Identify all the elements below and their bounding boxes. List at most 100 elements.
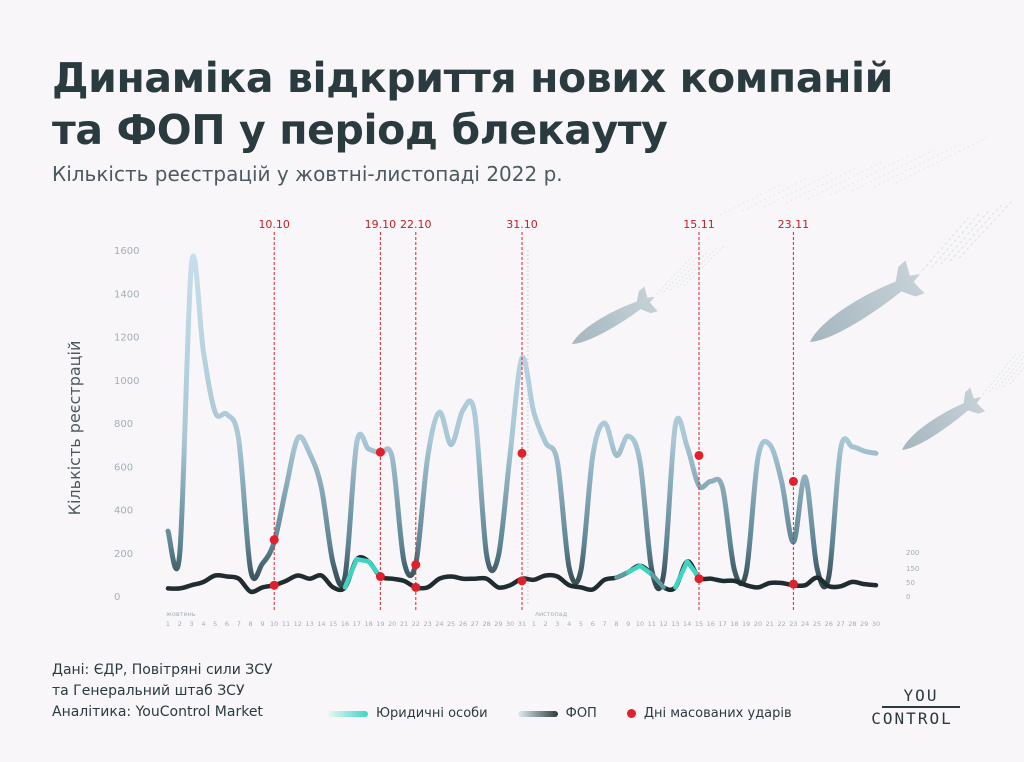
rocket-trail <box>949 205 1002 262</box>
rocket-trail <box>851 148 937 192</box>
source-line-2: та Генеральний штаб ЗСУ <box>52 683 245 699</box>
x-tick-label: 13 <box>305 620 313 628</box>
strike-point-fop <box>788 476 798 486</box>
legend-item-legal: Юридичні особи <box>328 706 488 721</box>
x-tick-label: 27 <box>836 620 844 628</box>
rocket-icon <box>810 200 1013 342</box>
x-tick-label: 25 <box>813 620 821 628</box>
month-label-november: листопад <box>535 610 568 618</box>
rocket-trail <box>995 347 1024 390</box>
y-tick-label: 1600 <box>114 246 139 257</box>
page-subtitle: Кількість реєстрацій у жовтні-листопаді … <box>52 162 563 186</box>
rocket-trail <box>807 160 885 200</box>
rocket-trail <box>656 256 693 295</box>
strike-date-label: 31.10 <box>506 218 538 231</box>
strike-date-label: 22.10 <box>400 218 432 231</box>
x-tick-label: 7 <box>603 620 607 628</box>
x-tick-label: 22 <box>412 620 420 628</box>
x-tick-label: 5 <box>579 620 583 628</box>
rocket-trail <box>663 253 701 293</box>
strike-point-legal <box>375 572 385 582</box>
x-tick-label: 28 <box>482 620 490 628</box>
y2-tick-label: 0 <box>906 593 910 601</box>
legend-item-strikes: Дні масованих ударів <box>626 706 792 721</box>
legend-label-fop: ФОП <box>565 706 597 721</box>
rocket-trail <box>873 142 963 188</box>
y2-tick-label: 50 <box>906 579 915 587</box>
x-tick-label: 30 <box>872 620 880 628</box>
x-tick-label: 4 <box>567 620 571 628</box>
source-line-1: Дані: ЄДР, Повітряні сили ЗСУ <box>52 662 273 678</box>
x-tick-label: 1 <box>532 620 536 628</box>
x-tick-label: 4 <box>201 620 205 628</box>
youcontrol-logo: YOU CONTROL <box>864 686 960 728</box>
page-title: Динаміка відкриття нових компаній та ФОП… <box>52 54 894 154</box>
x-tick-label: 8 <box>249 620 253 628</box>
x-tick-label: 7 <box>237 620 241 628</box>
x-tick-label: 11 <box>648 620 656 628</box>
legend-dot-strikes <box>626 709 636 718</box>
strike-point-legal <box>694 574 704 584</box>
rocket-trail <box>1009 340 1024 385</box>
x-tick-label: 16 <box>707 620 715 628</box>
x-tick-label: 23 <box>789 620 797 628</box>
y2-tick-label: 200 <box>906 549 919 557</box>
x-tick-label: 21 <box>766 620 774 628</box>
x-tick-label: 5 <box>213 620 217 628</box>
x-tick-label: 15 <box>695 620 703 628</box>
x-tick-label: 14 <box>317 620 325 628</box>
rocket-trail <box>931 213 980 268</box>
rocket-trail <box>683 245 725 287</box>
rocket-icon <box>572 245 725 344</box>
legend-swatch-legal <box>328 710 368 717</box>
x-tick-label: 23 <box>423 620 431 628</box>
x-tick-label: 28 <box>848 620 856 628</box>
month-label-october: жовтень <box>166 610 196 618</box>
x-tick-label: 18 <box>730 620 738 628</box>
logo-top: YOU <box>882 686 960 708</box>
rocket-trail <box>895 136 989 184</box>
x-tick-label: 24 <box>435 620 443 628</box>
strike-date-label: 23.11 <box>778 218 810 231</box>
x-tick-label: 29 <box>494 620 502 628</box>
x-tick-label: 3 <box>555 620 559 628</box>
y-tick-label: 800 <box>114 419 133 430</box>
rocket-trail <box>669 250 709 291</box>
x-tick-label: 11 <box>282 620 290 628</box>
strike-date-label: 15.11 <box>683 218 715 231</box>
strike-point-legal <box>788 579 798 589</box>
x-tick-label: 14 <box>683 620 691 628</box>
y-tick-label: 1200 <box>114 333 139 344</box>
rocket-trail <box>940 209 991 265</box>
x-tick-label: 24 <box>801 620 809 628</box>
strike-date-label: 19.10 <box>365 218 397 231</box>
source-note: Дані: ЄДР, Повітряні сили ЗСУ та Генерал… <box>52 660 273 723</box>
rocket-trail <box>989 350 1024 393</box>
x-tick-label: 25 <box>447 620 455 628</box>
x-tick-label: 3 <box>190 620 194 628</box>
x-tick-label: 1 <box>166 620 170 628</box>
x-tick-label: 12 <box>294 620 302 628</box>
x-tick-label: 9 <box>626 620 630 628</box>
analytics-credit: Аналітика: YouControl Market <box>52 704 263 720</box>
rocket-body <box>810 260 925 342</box>
x-tick-label: 13 <box>671 620 679 628</box>
rocket-trail <box>921 217 969 271</box>
legend-label-legal: Юридичні особи <box>376 706 488 721</box>
x-tick-label: 30 <box>506 620 514 628</box>
rocket-trail <box>982 354 1016 395</box>
rocket-trail <box>719 184 781 216</box>
y-tick-label: 200 <box>114 549 133 560</box>
strike-point-fop <box>375 447 385 457</box>
x-tick-label: 29 <box>860 620 868 628</box>
x-tick-label: 31 <box>518 620 526 628</box>
x-tick-label: 16 <box>341 620 349 628</box>
x-tick-label: 8 <box>614 620 618 628</box>
x-tick-label: 9 <box>260 620 264 628</box>
y2-tick-label: 150 <box>906 565 919 573</box>
x-tick-label: 17 <box>718 620 726 628</box>
y-tick-label: 400 <box>114 506 133 517</box>
x-tick-label: 6 <box>591 620 595 628</box>
x-tick-label: 2 <box>178 620 182 628</box>
x-tick-label: 21 <box>400 620 408 628</box>
